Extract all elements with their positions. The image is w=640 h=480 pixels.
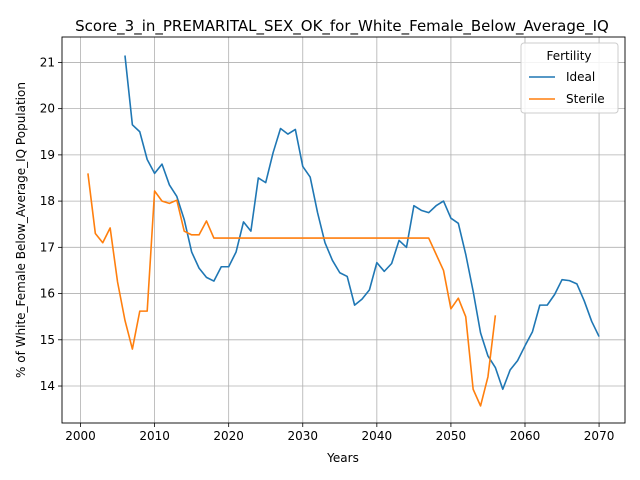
chart-title: Score_3_in_PREMARITAL_SEX_OK_for_White_F… xyxy=(75,17,609,36)
x-tick-label: 2000 xyxy=(65,429,96,443)
x-axis-label: Years xyxy=(326,451,359,465)
x-tick-label: 2010 xyxy=(139,429,170,443)
y-axis: 14 15 16 17 18 19 20 21 xyxy=(40,55,62,393)
y-axis-label: % of White_Female Below_Average_IQ Popul… xyxy=(14,82,28,378)
legend-label-ideal: Ideal xyxy=(566,70,595,84)
y-tick-label: 18 xyxy=(40,194,55,208)
legend: Fertility Ideal Sterile xyxy=(520,42,619,114)
x-axis: 2000 2010 2020 2030 2040 2050 2060 2070 xyxy=(65,423,614,443)
y-tick-label: 20 xyxy=(40,102,55,116)
plot-frame xyxy=(61,36,626,424)
x-tick-label: 2070 xyxy=(584,429,615,443)
legend-box xyxy=(520,42,619,114)
y-tick-label: 14 xyxy=(40,379,55,393)
x-tick-label: 2030 xyxy=(287,429,318,443)
x-tick-label: 2020 xyxy=(213,429,244,443)
series-line-ideal xyxy=(124,55,600,391)
legend-title: Fertility xyxy=(546,49,591,63)
y-tick-label: 17 xyxy=(40,240,55,254)
x-tick-label: 2040 xyxy=(362,429,393,443)
legend-label-sterile: Sterile xyxy=(566,92,605,106)
series-lines xyxy=(87,55,600,407)
y-tick-label: 21 xyxy=(40,55,55,69)
x-tick-label: 2060 xyxy=(510,429,541,443)
grid-lines xyxy=(62,37,625,423)
y-tick-label: 19 xyxy=(40,148,55,162)
y-tick-label: 15 xyxy=(40,333,55,347)
x-tick-label: 2050 xyxy=(436,429,467,443)
y-tick-label: 16 xyxy=(40,287,55,301)
series-line-sterile xyxy=(87,173,497,407)
